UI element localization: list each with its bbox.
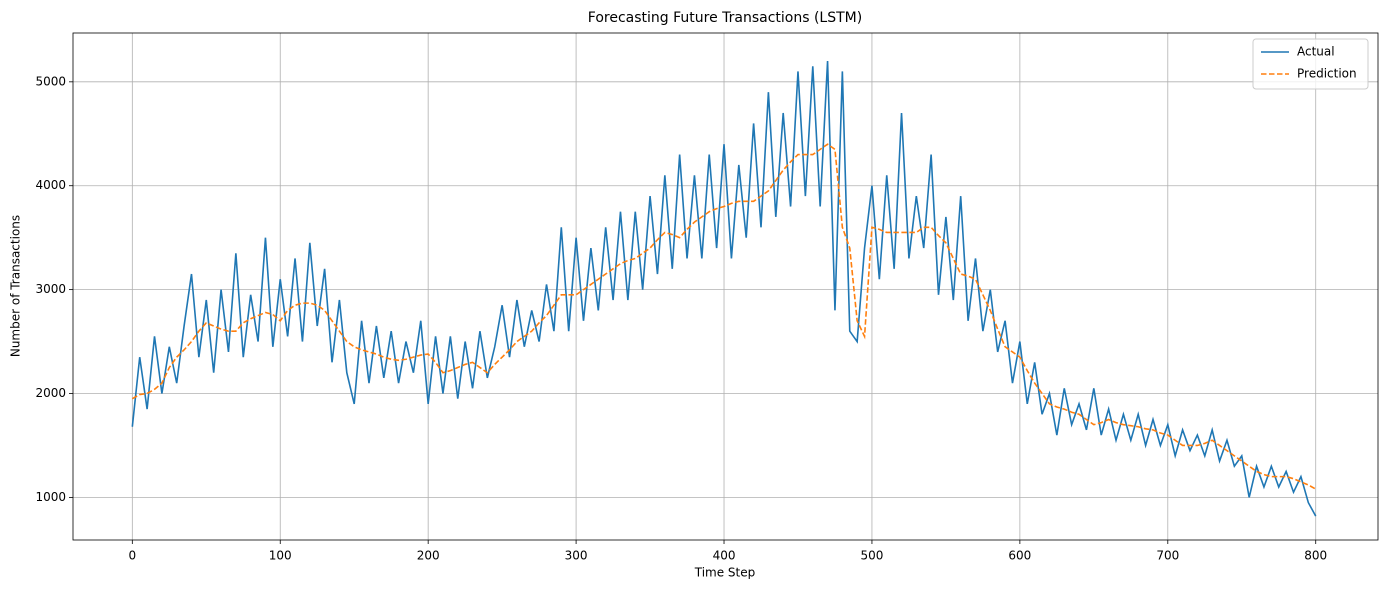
x-tick-label: 600 xyxy=(1008,549,1031,563)
x-tick-label: 500 xyxy=(860,549,883,563)
x-tick-label: 200 xyxy=(417,549,440,563)
x-tick-label: 700 xyxy=(1156,549,1179,563)
y-axis-label: Number of Transactions xyxy=(9,215,23,357)
plot-frame xyxy=(72,32,1379,541)
data-line xyxy=(131,143,1317,490)
chart-title: Forecasting Future Transactions (LSTM) xyxy=(588,10,862,26)
data-line xyxy=(131,61,1317,517)
x-tick-label: 0 xyxy=(128,549,136,563)
y-tick-label: 2000 xyxy=(35,386,66,400)
legend-label: Prediction xyxy=(1297,67,1357,81)
x-tick-label: 800 xyxy=(1304,549,1327,563)
y-tick-label: 3000 xyxy=(35,282,66,296)
y-tick-label: 4000 xyxy=(35,178,66,192)
x-tick-label: 300 xyxy=(565,549,588,563)
legend-label: Actual xyxy=(1297,45,1335,59)
legend: Actual Prediction xyxy=(1252,38,1369,90)
y-tick-label: 1000 xyxy=(35,490,66,504)
x-tick-label: 100 xyxy=(269,549,292,563)
x-axis-label: Time Step xyxy=(694,566,756,580)
y-tick-label: 5000 xyxy=(35,74,66,88)
x-tick-label: 400 xyxy=(713,549,736,563)
